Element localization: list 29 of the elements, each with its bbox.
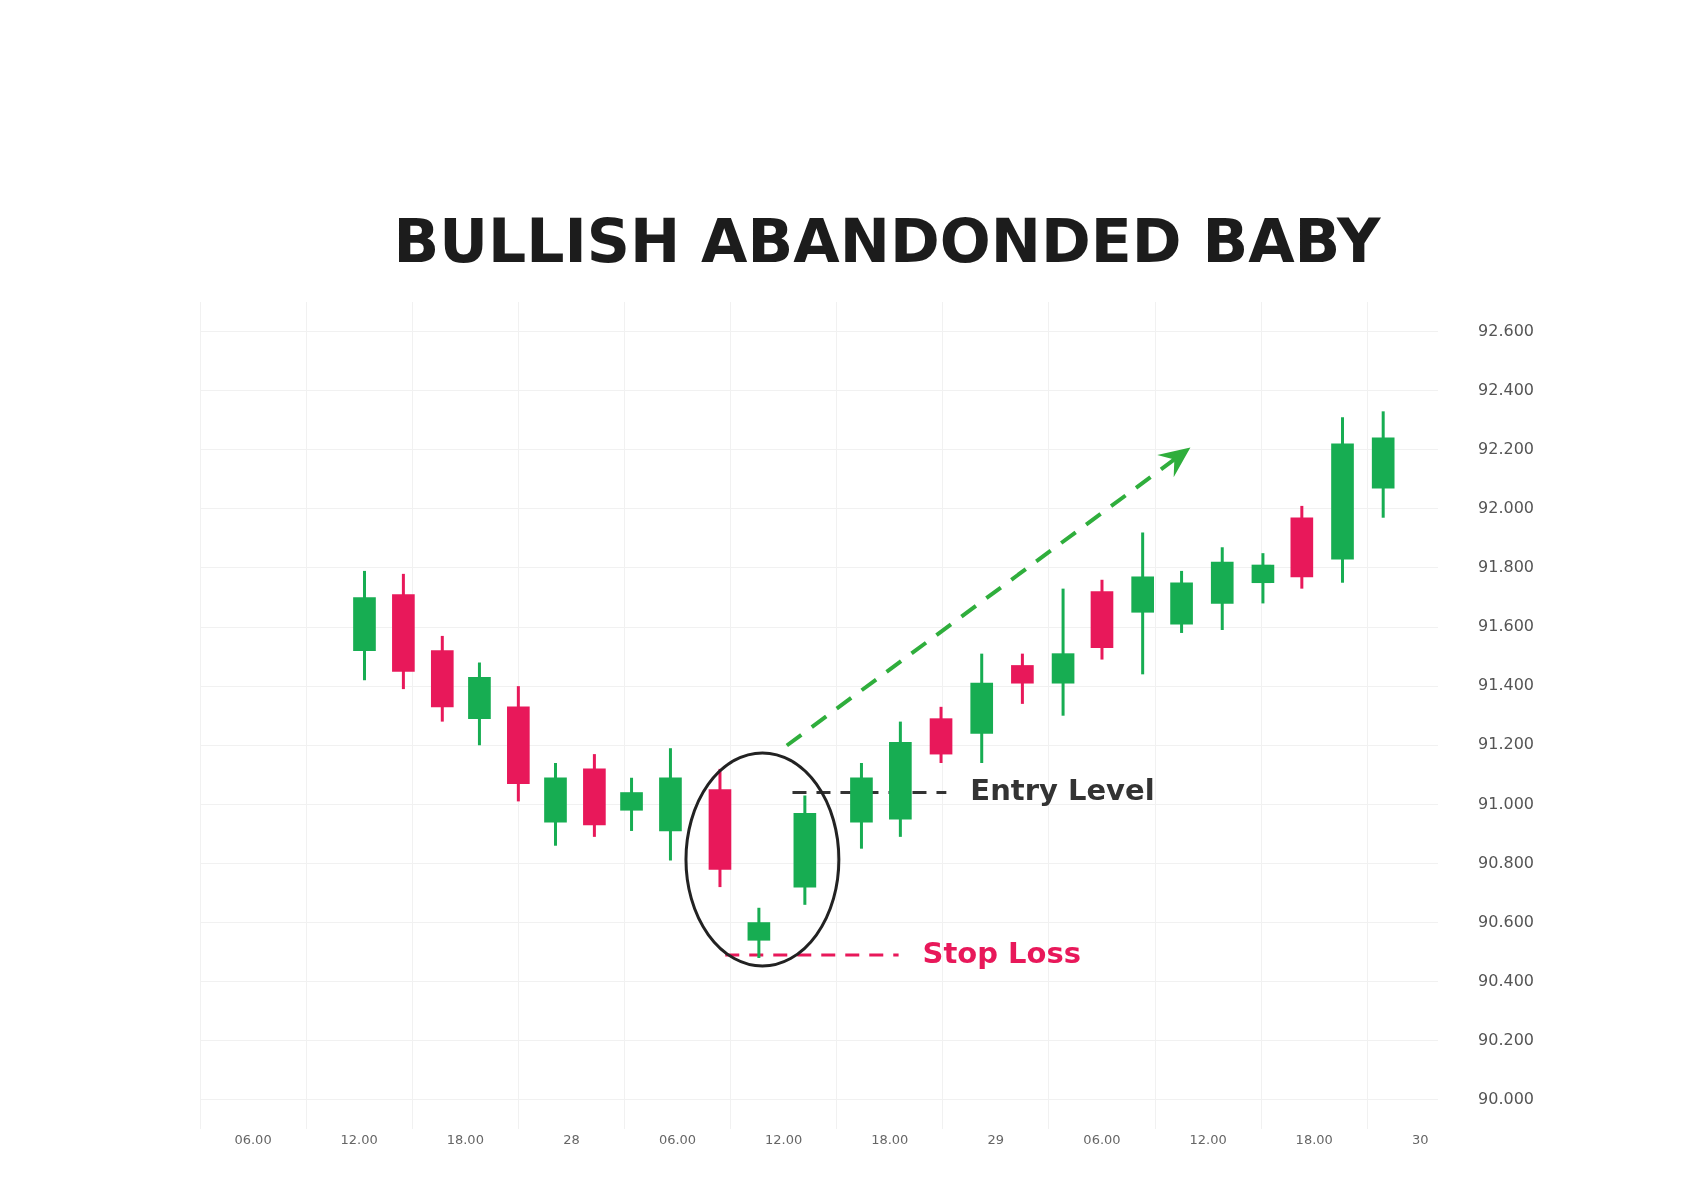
x-tick-label: 12.00 bbox=[765, 1131, 803, 1147]
y-tick-label: 92.400 bbox=[1478, 379, 1534, 399]
annotation: Entry Level bbox=[970, 773, 1155, 808]
y-tick-label: 90.000 bbox=[1478, 1089, 1534, 1109]
x-tick-label: 06.00 bbox=[1083, 1131, 1121, 1147]
x-tick-label: 29 bbox=[987, 1131, 1005, 1147]
y-tick-label: 91.400 bbox=[1478, 675, 1534, 695]
x-tick-label: 06.00 bbox=[234, 1131, 272, 1147]
y-tick-label: 90.600 bbox=[1478, 911, 1534, 931]
y-tick-label: 90.200 bbox=[1478, 1029, 1534, 1049]
x-tick-label: 30 bbox=[1412, 1131, 1429, 1147]
x-tick-label: 18.00 bbox=[1295, 1131, 1333, 1147]
x-tick-label: 18.00 bbox=[871, 1131, 909, 1147]
x-tick-label: 18.00 bbox=[446, 1131, 484, 1147]
y-tick-label: 92.000 bbox=[1478, 498, 1534, 518]
y-tick-label: 92.200 bbox=[1478, 438, 1534, 458]
chart-title: BULLISH ABANDONDED BABY bbox=[393, 205, 1383, 276]
x-tick-label: 28 bbox=[563, 1131, 580, 1147]
y-tick-label: 91.200 bbox=[1478, 734, 1534, 754]
x-tick-label: 12.00 bbox=[340, 1131, 378, 1147]
y-tick-label: 90.400 bbox=[1478, 970, 1534, 990]
y-tick-label: 91.000 bbox=[1478, 793, 1534, 813]
y-tick-label: 91.600 bbox=[1478, 616, 1534, 636]
annotation: Stop Loss bbox=[922, 935, 1082, 970]
x-tick-label: 06.00 bbox=[658, 1131, 697, 1147]
y-tick-label: 91.800 bbox=[1478, 557, 1534, 577]
y-tick-label: 90.800 bbox=[1478, 852, 1534, 872]
x-tick-label: 12.00 bbox=[1189, 1131, 1227, 1147]
y-tick-label: 92.600 bbox=[1478, 320, 1534, 340]
